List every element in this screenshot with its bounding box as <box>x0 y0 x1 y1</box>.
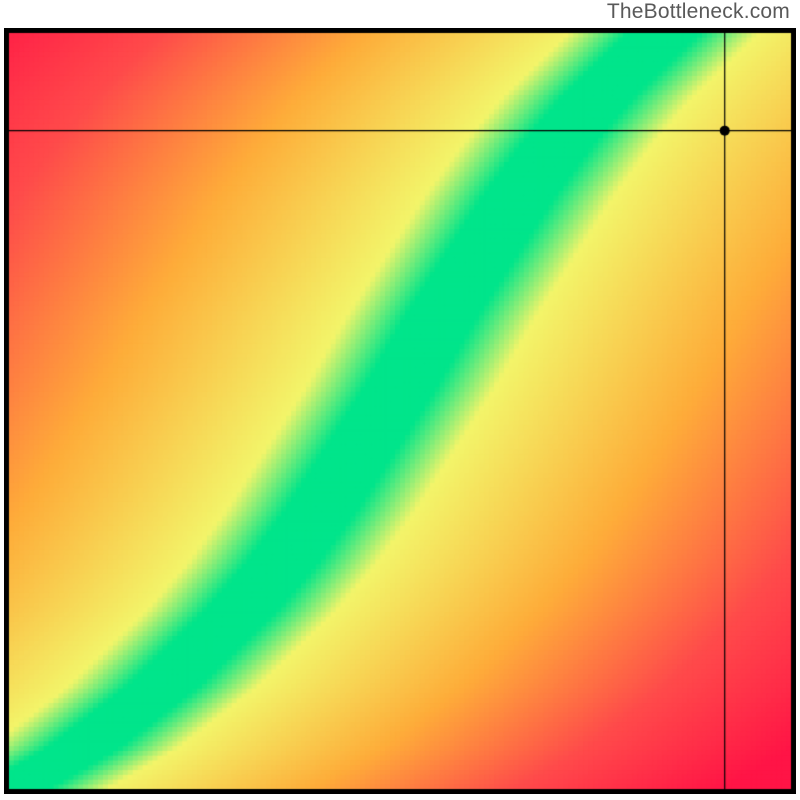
watermark-text: TheBottleneck.com <box>607 0 790 24</box>
bottleneck-heatmap <box>4 28 796 794</box>
